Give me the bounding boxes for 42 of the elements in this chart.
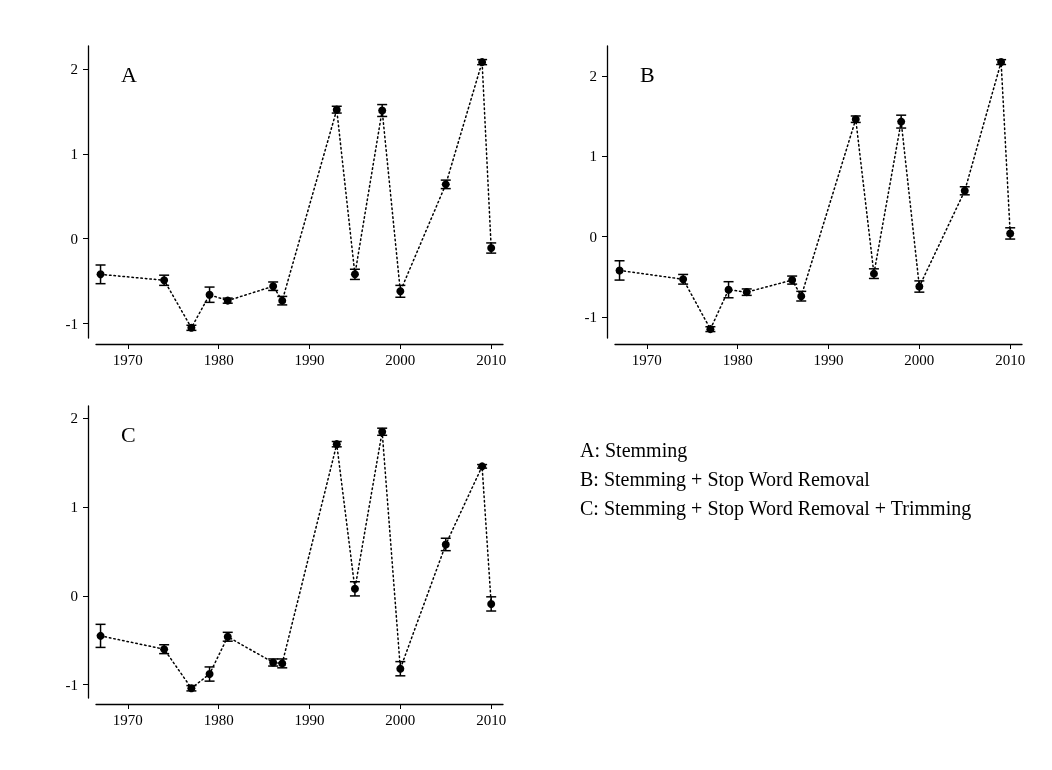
x-tick-label: 1970 <box>112 351 143 368</box>
text: C: Stemming + Stop Word Removal + Trimming <box>580 496 973 522</box>
y-tick-label: -1 <box>65 315 78 332</box>
point <box>205 290 214 299</box>
point <box>396 664 405 673</box>
x-tick-label: 1990 <box>294 351 325 368</box>
y-tick-label: 0 <box>70 230 78 247</box>
y-tick-label: 2 <box>589 67 597 84</box>
point <box>615 266 624 275</box>
x-tick-label: 1980 <box>203 711 234 728</box>
point <box>724 285 733 294</box>
y-tick-label: -1 <box>65 676 78 693</box>
point <box>487 599 496 608</box>
x-tick-label: 1990 <box>813 351 844 368</box>
text: A: Stemming <box>580 438 689 464</box>
point <box>96 631 105 640</box>
point <box>96 270 105 279</box>
y-tick-label: -1 <box>584 309 597 326</box>
x-tick-label: 1970 <box>112 711 143 728</box>
text: B <box>640 61 655 87</box>
x-tick-label: 2010 <box>476 711 507 728</box>
x-tick-label: 2010 <box>476 351 507 368</box>
x-tick-label: 2000 <box>904 351 935 368</box>
x-tick-label: 1970 <box>631 351 662 368</box>
y-tick-label: 2 <box>70 60 78 77</box>
point <box>350 584 359 593</box>
y-tick-label: 0 <box>70 587 78 604</box>
y-tick-label: 1 <box>589 148 597 165</box>
text: B: Stemming + Stop Word Removal <box>580 467 871 493</box>
y-tick-label: 1 <box>70 499 78 516</box>
text: A <box>121 61 137 87</box>
x-tick-label: 2010 <box>995 351 1026 368</box>
point <box>205 670 214 679</box>
x-tick-label: 1980 <box>203 351 234 368</box>
x-tick-label: 2000 <box>385 351 416 368</box>
y-tick-label: 0 <box>589 228 597 245</box>
y-tick-label: 1 <box>70 145 78 162</box>
text: C <box>121 421 136 447</box>
x-tick-label: 2000 <box>385 711 416 728</box>
x-tick-label: 1990 <box>294 711 325 728</box>
y-tick-label: 2 <box>70 410 78 427</box>
x-tick-label: 1980 <box>722 351 753 368</box>
